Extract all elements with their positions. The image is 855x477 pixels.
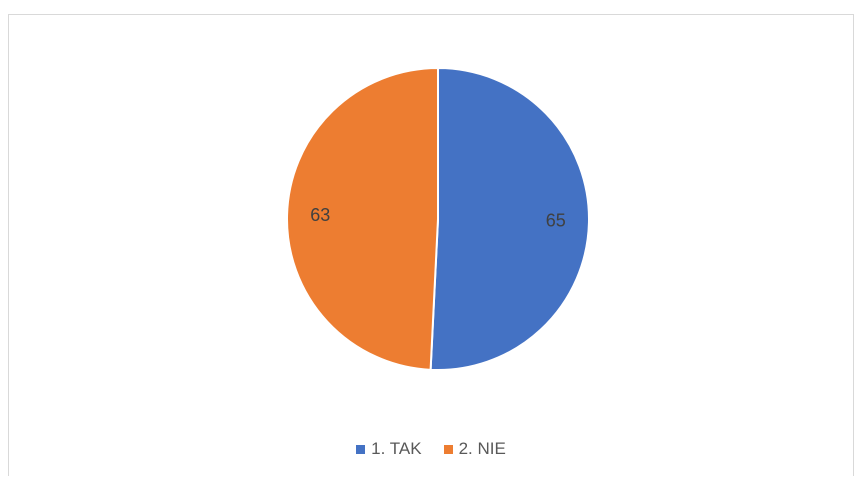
legend-swatch-nie — [443, 444, 453, 454]
pie-chart: 65 63 — [286, 66, 590, 371]
legend-item-nie: 2. NIE — [443, 439, 506, 459]
pie-slice-nie — [286, 66, 439, 371]
data-label-tak: 65 — [546, 211, 566, 231]
legend-swatch-tak — [356, 444, 366, 454]
data-label-nie: 63 — [310, 205, 330, 225]
legend-label-nie: 2. NIE — [458, 439, 506, 458]
pie-slice-tak — [429, 66, 590, 371]
legend-item-tak: 1. TAK — [356, 439, 422, 459]
legend-label-tak: 1. TAK — [371, 439, 422, 458]
legend: 1. TAK 2. NIE — [9, 439, 853, 459]
chart-area: 65 63 1. TAK 2. NIE — [8, 14, 854, 476]
